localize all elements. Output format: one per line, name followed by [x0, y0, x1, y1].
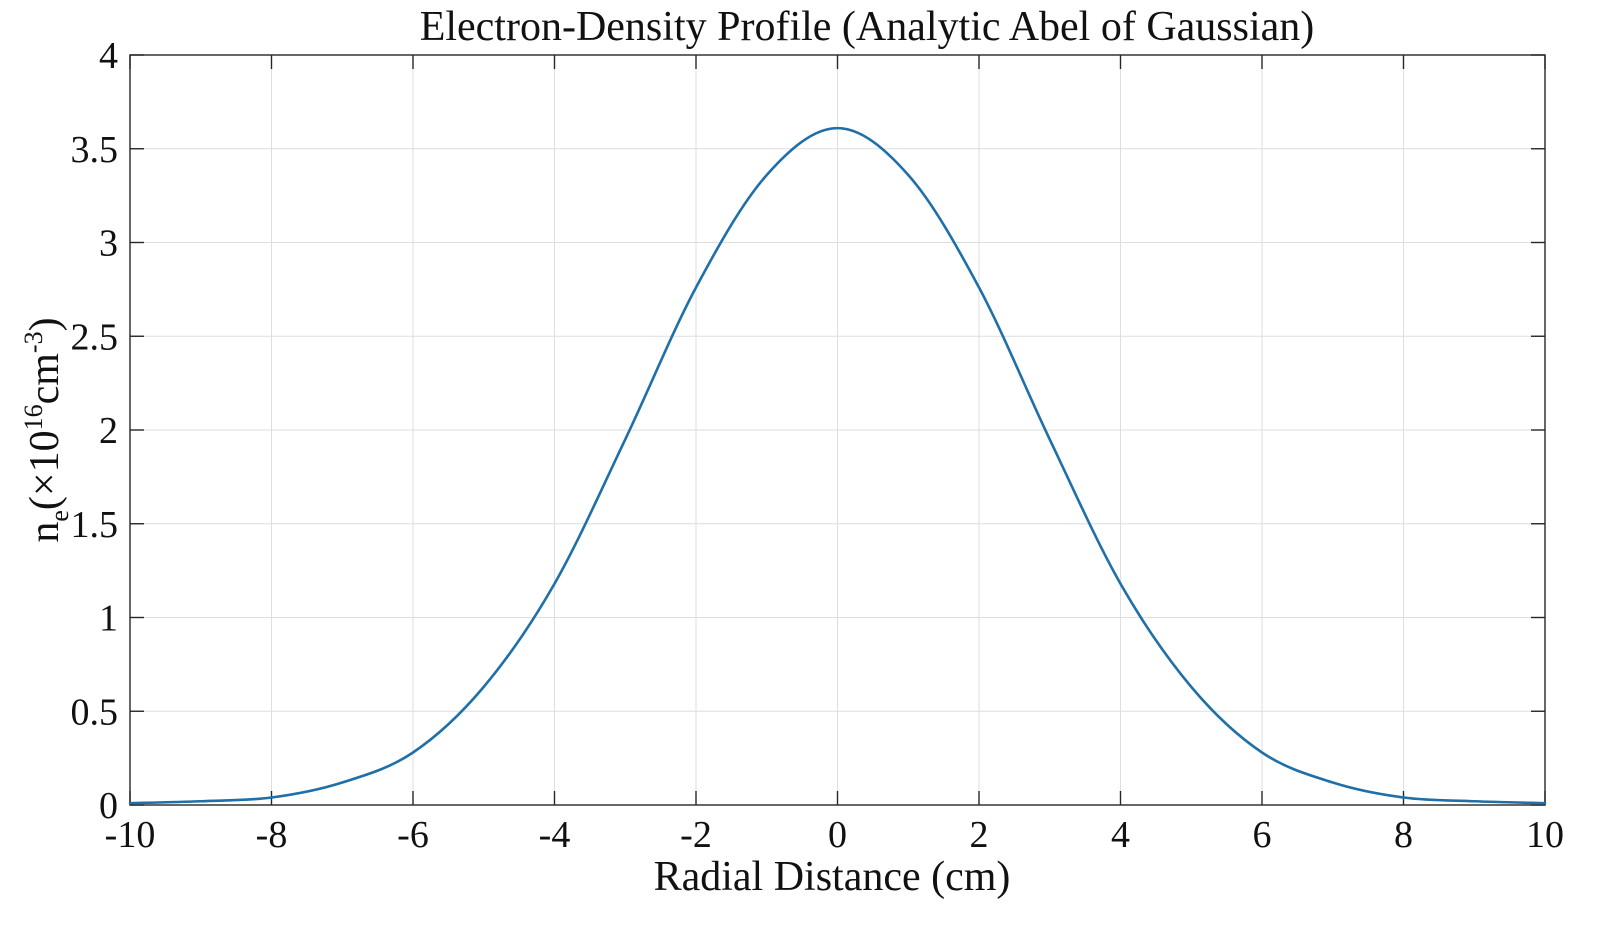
y-axis-label: ne(×1016cm-3) — [19, 317, 74, 542]
x-tick-labels: -10 -8 -6 -4 -2 0 2 4 6 8 10 — [105, 814, 1564, 856]
y-tick-label: 1.5 — [71, 504, 119, 546]
x-tick-label: -4 — [539, 814, 571, 856]
y-tick-label: 3 — [99, 223, 118, 265]
chart-title: Electron-Density Profile (Analytic Abel … — [420, 4, 1315, 50]
y-axis-label-open: (×10 — [22, 430, 68, 510]
y-axis-label-close: ) — [22, 317, 68, 331]
x-tick-label: 4 — [1111, 814, 1130, 856]
y-tick-label: 4 — [99, 35, 118, 77]
y-tick-label: 2.5 — [71, 316, 119, 358]
x-tick-label: 0 — [828, 814, 847, 856]
x-tick-label: 8 — [1394, 814, 1413, 856]
series-layer — [128, 126, 1547, 805]
y-tick-label: 1 — [99, 598, 118, 640]
x-tick-label: 2 — [970, 814, 989, 856]
y-tick-labels: 0 0.5 1 1.5 2 2.5 3 3.5 4 — [71, 35, 119, 827]
y-tick-label: 0 — [99, 785, 118, 827]
y-tick-label: 2 — [99, 410, 118, 452]
x-tick-label: 10 — [1526, 814, 1564, 856]
x-axis-label: Radial Distance (cm) — [654, 854, 1011, 900]
grid — [130, 55, 1545, 805]
x-tick-label: -6 — [397, 814, 429, 856]
series-line-electron-density — [128, 126, 1547, 805]
y-axis-label-unit-exp: -3 — [19, 331, 48, 353]
y-axis-label-exp: 16 — [19, 404, 48, 430]
x-tick-label: -10 — [105, 814, 156, 856]
x-tick-label: -8 — [256, 814, 288, 856]
y-axis-label-unit: cm — [22, 353, 68, 405]
y-tick-label: 0.5 — [71, 691, 119, 733]
y-axis-label-base: n — [22, 522, 68, 543]
y-axis-label-sub: e — [45, 510, 74, 522]
y-tick-label: 3.5 — [71, 129, 119, 171]
x-tick-label: 6 — [1253, 814, 1272, 856]
x-tick-label: -2 — [680, 814, 712, 856]
